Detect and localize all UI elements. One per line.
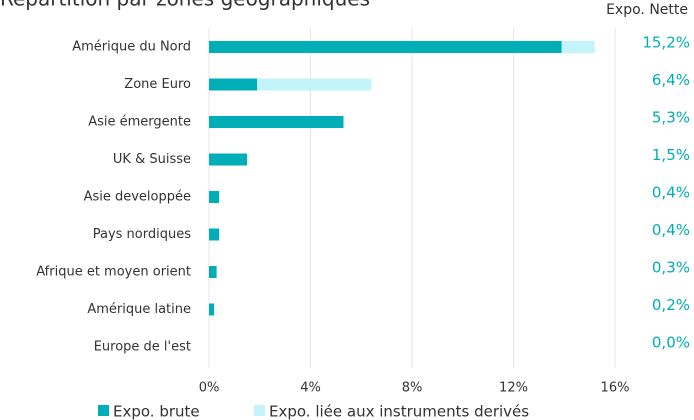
total-label: 6,4% — [652, 71, 690, 89]
bar-segment — [209, 228, 220, 241]
total-label: 0,4% — [652, 221, 690, 239]
category-label: Europe de l'est — [94, 340, 191, 355]
x-tick-label: 8% — [402, 381, 423, 396]
bar-segment — [209, 303, 215, 316]
category-label: Asie developpée — [84, 190, 191, 205]
legend-label: Expo. liée aux instruments derivés — [269, 403, 529, 420]
category-label: Zone Euro — [124, 77, 191, 92]
x-tick-label: 12% — [499, 381, 528, 396]
total-label: 0,0% — [652, 334, 690, 352]
chart-title: Répartition par zones géographiques — [0, 0, 370, 11]
bar-segment — [209, 153, 248, 166]
total-label: 15,2% — [642, 34, 690, 52]
category-label: UK & Suisse — [113, 152, 191, 167]
category-label: Afrique et moyen orient — [36, 265, 191, 280]
total-label: 1,5% — [652, 146, 690, 164]
bar-segment — [209, 191, 220, 203]
legend-label: Expo. brute — [113, 403, 200, 420]
total-label: 5,3% — [652, 109, 690, 127]
bar-segment — [257, 78, 372, 91]
bar-segment — [209, 41, 562, 53]
total-label: 0,3% — [652, 259, 690, 277]
category-label: Amérique latine — [87, 302, 191, 317]
bar-segment — [209, 266, 217, 278]
legend-swatch — [254, 405, 265, 416]
bar-segment — [209, 78, 258, 91]
x-tick-label: 16% — [601, 381, 630, 396]
x-tick-label: 0% — [199, 381, 220, 396]
total-label: 0,4% — [652, 184, 690, 202]
category-label: Asie émergente — [88, 115, 191, 130]
bar-segment — [561, 41, 595, 53]
x-tick-label: 4% — [300, 381, 321, 396]
totals-header: Expo. Nette — [606, 2, 688, 18]
category-label: Pays nordiques — [93, 227, 191, 242]
bar-segment — [209, 116, 344, 128]
legend-swatch — [98, 405, 109, 416]
category-label: Amérique du Nord — [72, 40, 191, 55]
total-label: 0,2% — [652, 296, 690, 314]
